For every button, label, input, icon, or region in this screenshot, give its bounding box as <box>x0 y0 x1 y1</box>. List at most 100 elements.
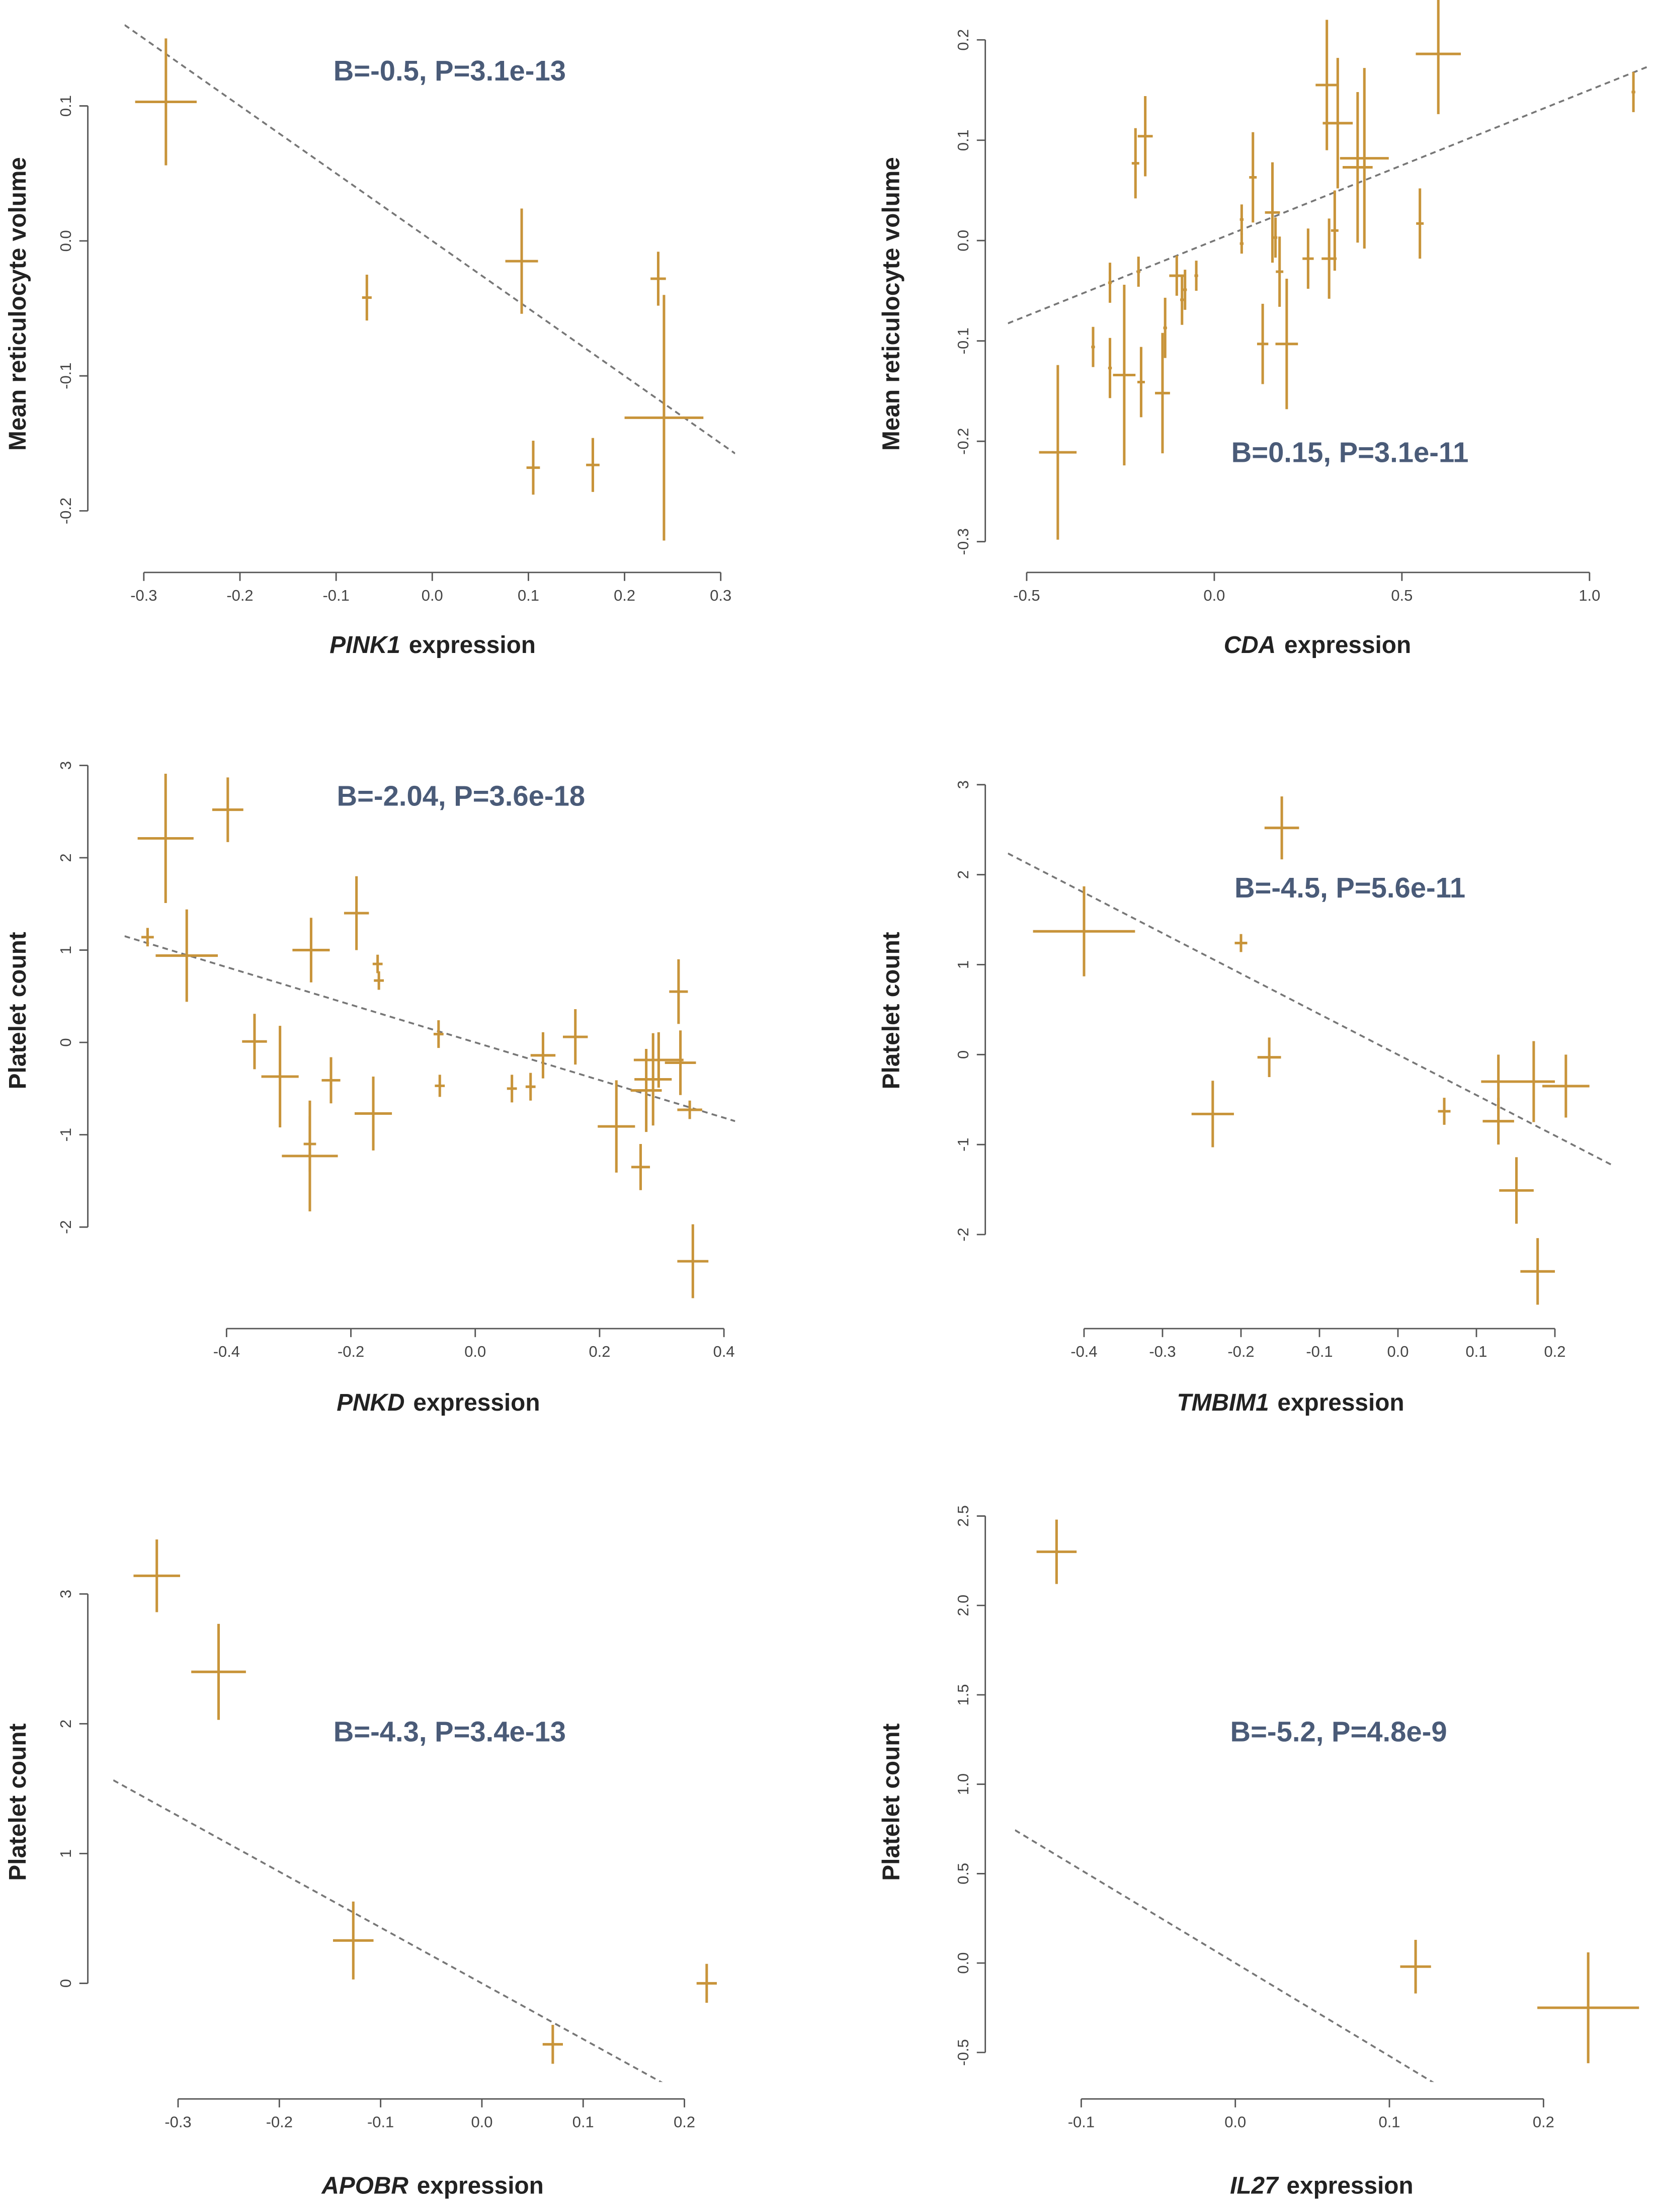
x-tick-label: 0.1 <box>572 2113 594 2131</box>
x-tick-label: 0.0 <box>1224 2113 1246 2131</box>
x-tick-label: 0.0 <box>422 587 443 604</box>
y-tick-label: 0 <box>57 1979 74 1988</box>
x-axis-label: TMBIM1 expression <box>1177 1389 1404 1416</box>
x-axis-label: PNKD expression <box>337 1389 540 1416</box>
panel: -0.5 0.0 0.5 1.0 -0.3 -0.2 -0.1 0.0 0.1 0.2 CDA exp… <box>878 0 1650 659</box>
x-axis-gene: APOBR <box>321 2172 408 2199</box>
y-tick-label: 1 <box>57 946 74 954</box>
annotation: B=-4.3, P=3.4e-13 <box>334 1715 566 1747</box>
x-axis-gene: PNKD <box>337 1389 404 1416</box>
x-tick-label: 0.2 <box>614 587 635 604</box>
x-axis-label-text: expression <box>417 2172 544 2199</box>
y-tick-label: -0.1 <box>57 363 74 389</box>
x-tick-label: 1.0 <box>1579 587 1600 604</box>
x-tick-label: -0.1 <box>367 2113 394 2131</box>
panel: -0.1 0.0 0.1 0.2 -0.5 0.0 0.5 1.0 1.5 2.0 2.5 IL27 e… <box>878 1505 1639 2199</box>
x-tick-label: 0.2 <box>1533 2113 1554 2131</box>
regression-line <box>1015 1829 1434 2082</box>
panel: -0.4 -0.3 -0.2 -0.1 0.0 0.1 0.2 -2 -1 0 1 2 3 TMBIM1 e… <box>878 780 1612 1416</box>
x-tick-label: -0.1 <box>323 587 350 604</box>
panel: -0.3 -0.2 -0.1 0.0 0.1 0.2 0 1 2 3 APOBR expression… <box>5 1539 717 2199</box>
x-tick-label: -0.2 <box>338 1343 364 1360</box>
y-tick-label: 1 <box>57 1849 74 1858</box>
y-axis-label: Platelet count <box>878 932 904 1089</box>
y-tick-label: 1.5 <box>954 1684 972 1706</box>
x-axis-gene: TMBIM1 <box>1177 1389 1269 1416</box>
regression-line <box>1008 65 1650 324</box>
regression-line <box>113 1779 663 2082</box>
panel: -0.3 -0.2 -0.1 0.0 0.1 0.2 0.3 -0.2 -0.1 0.0 0.1 PI… <box>5 24 735 659</box>
annotation: B=-5.2, P=4.8e-9 <box>1230 1715 1447 1747</box>
y-tick-label: 2 <box>954 870 972 879</box>
x-tick-label: 0.2 <box>674 2113 695 2131</box>
x-tick-label: 0.0 <box>464 1343 486 1360</box>
annotation: B=0.15, P=3.1e-11 <box>1231 437 1469 468</box>
y-tick-label: 2.5 <box>954 1505 972 1527</box>
x-tick-label: 0.2 <box>1544 1343 1566 1360</box>
y-tick-label: -1 <box>954 1137 972 1151</box>
y-tick-label: -0.3 <box>954 528 972 555</box>
y-tick-label: 2 <box>57 853 74 862</box>
y-axis-label: Mean reticulocyte volume <box>878 157 904 451</box>
y-axis-label: Platelet count <box>5 1724 31 1881</box>
x-tick-label: 0.2 <box>589 1343 610 1360</box>
y-tick-label: 0.0 <box>954 1952 972 1974</box>
x-axis-label-text: expression <box>1284 632 1411 659</box>
y-tick-label: 0 <box>57 1038 74 1047</box>
x-tick-label: -0.2 <box>1227 1343 1254 1360</box>
x-tick-label: 0.4 <box>713 1343 735 1360</box>
y-tick-label: -2 <box>954 1227 972 1241</box>
annotation: B=-2.04, P=3.6e-18 <box>337 780 586 811</box>
x-axis-gene: IL27 <box>1230 2172 1279 2199</box>
y-tick-label: -0.5 <box>954 2039 972 2066</box>
x-tick-label: -0.1 <box>1068 2113 1095 2131</box>
y-tick-label: 0.2 <box>954 29 972 51</box>
x-tick-label: 0.0 <box>471 2113 492 2131</box>
y-tick-label: -0.1 <box>954 327 972 354</box>
x-tick-label: 0.5 <box>1391 587 1413 604</box>
y-tick-label: 3 <box>954 780 972 789</box>
regression-line <box>124 24 735 454</box>
y-tick-label: 0.5 <box>954 1863 972 1885</box>
y-tick-label: 1 <box>954 960 972 969</box>
y-tick-label: -0.2 <box>954 428 972 455</box>
x-axis-label-text: expression <box>413 1389 540 1416</box>
x-tick-label: 0.3 <box>710 587 731 604</box>
y-tick-label: 0.0 <box>954 230 972 252</box>
y-tick-label: 0 <box>954 1050 972 1059</box>
y-axis-label: Platelet count <box>878 1724 904 1881</box>
y-tick-label: -1 <box>57 1128 74 1141</box>
x-tick-label: -0.2 <box>266 2113 293 2131</box>
x-tick-label: -0.5 <box>1013 587 1040 604</box>
y-tick-label: -0.2 <box>57 498 74 524</box>
regression-line <box>124 935 735 1122</box>
x-tick-label: 0.1 <box>518 587 539 604</box>
y-axis-label: Mean reticulocyte volume <box>5 157 31 451</box>
y-tick-label: 1.0 <box>954 1773 972 1795</box>
x-tick-label: -0.3 <box>1149 1343 1176 1360</box>
y-tick-label: 3 <box>57 761 74 770</box>
x-tick-label: 0.0 <box>1203 587 1225 604</box>
x-tick-label: 0.1 <box>1379 2113 1400 2131</box>
y-axis-label: Platelet count <box>5 932 31 1089</box>
x-axis-label-text: expression <box>1277 1389 1404 1416</box>
x-axis-label-text: expression <box>1286 2172 1413 2199</box>
x-tick-label: 0.0 <box>1387 1343 1409 1360</box>
x-axis-label: CDA expression <box>1224 632 1411 659</box>
y-tick-label: 0.0 <box>57 230 74 252</box>
x-tick-label: -0.3 <box>130 587 157 604</box>
x-axis-gene: CDA <box>1224 632 1276 659</box>
x-tick-label: -0.4 <box>213 1343 240 1360</box>
x-tick-label: -0.3 <box>164 2113 191 2131</box>
annotation: B=-4.5, P=5.6e-11 <box>1234 872 1465 904</box>
x-axis-gene: PINK1 <box>329 632 400 659</box>
x-axis-label: IL27 expression <box>1230 2172 1414 2199</box>
y-tick-label: 0.1 <box>954 129 972 151</box>
x-tick-label: -0.4 <box>1070 1343 1097 1360</box>
y-tick-label: 3 <box>57 1590 74 1598</box>
x-axis-label: APOBR expression <box>321 2172 543 2199</box>
x-tick-label: -0.1 <box>1306 1343 1333 1360</box>
